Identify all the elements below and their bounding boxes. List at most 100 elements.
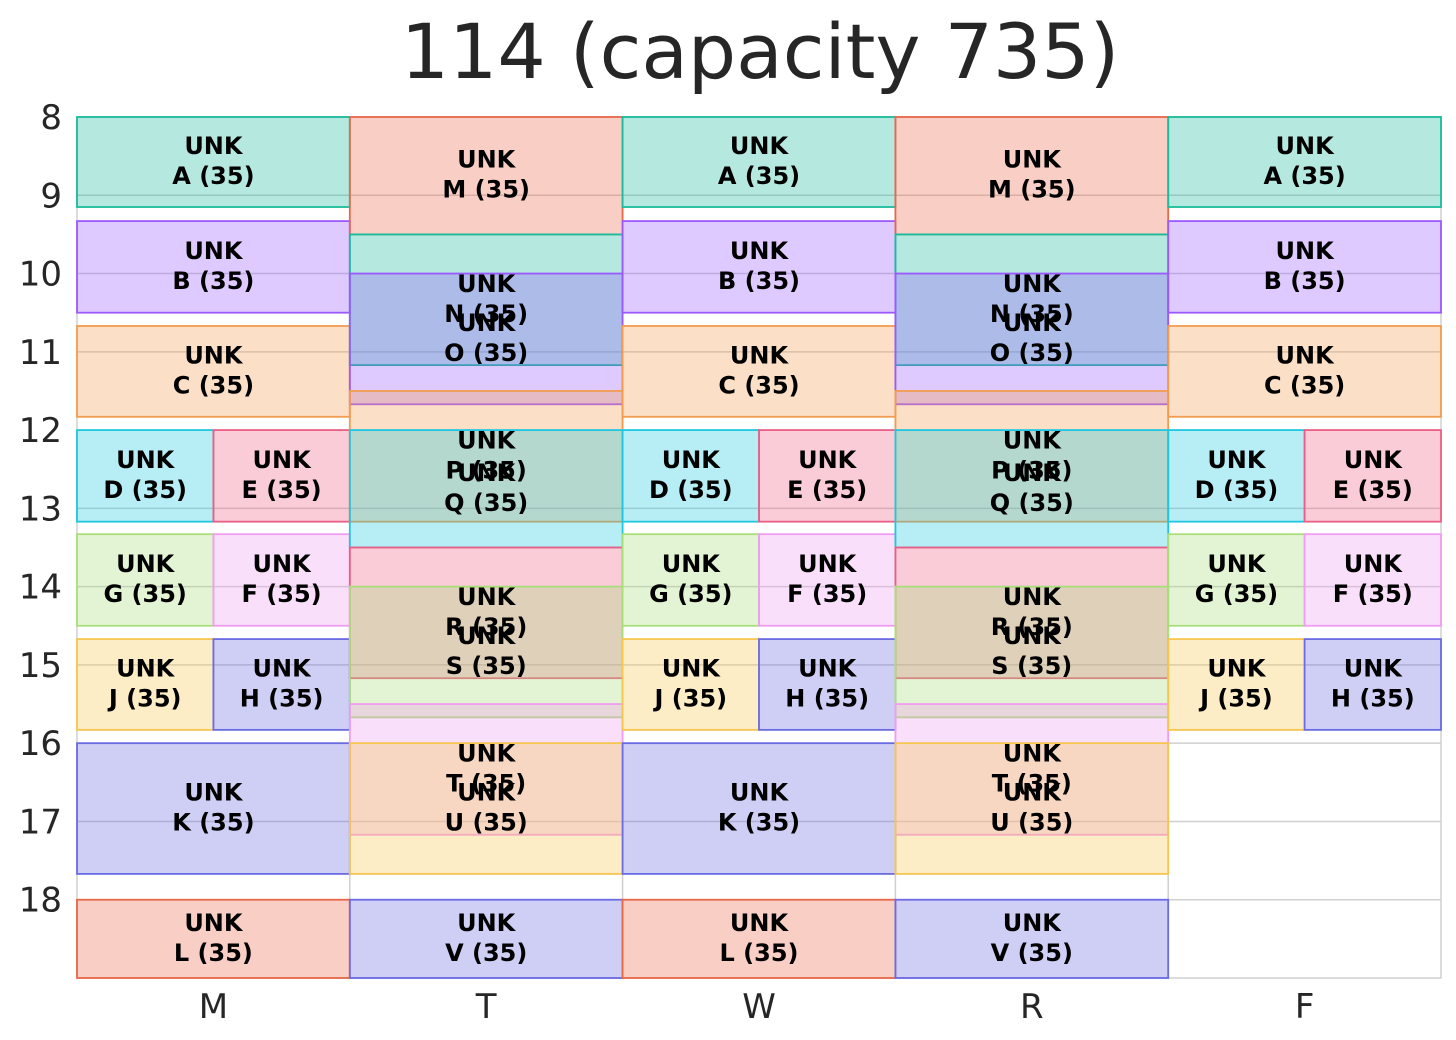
event-block: [1303, 533, 1442, 627]
event-label-line1: UNK: [730, 132, 790, 160]
event-label-line1: UNK: [1003, 739, 1063, 767]
event-label-line1: UNK: [1344, 654, 1404, 682]
event-label-line1: UNK: [798, 446, 858, 474]
event-label-line1: UNK: [730, 909, 790, 937]
event-block: [758, 429, 897, 523]
event-block: [1167, 533, 1306, 627]
event-label-line2: F (35): [787, 580, 867, 608]
event-label-line2: F (35): [242, 580, 322, 608]
y-tick-label: 18: [19, 881, 62, 921]
event-label-line1: UNK: [253, 550, 313, 578]
event-label-line2: L (35): [174, 939, 253, 967]
event-label-line2: C (35): [718, 371, 799, 399]
event-label-line1: UNK: [457, 622, 517, 650]
event-label-line1: UNK: [662, 446, 722, 474]
event-label-line1: UNK: [1003, 146, 1063, 174]
event-label-line1: UNK: [116, 446, 176, 474]
event-label-line2: O (35): [990, 339, 1074, 367]
event-label-line2: A (35): [172, 162, 254, 190]
event-block: [894, 742, 1170, 875]
event-label-line1: UNK: [730, 237, 790, 265]
event-label-line2: G (35): [1195, 580, 1278, 608]
event-block: [348, 390, 624, 523]
event-block: [348, 742, 624, 875]
event-label-line2: H (35): [785, 684, 869, 712]
y-tick-label: 16: [19, 724, 62, 764]
event-label-line2: G (35): [649, 580, 732, 608]
y-tick-label: 17: [19, 802, 62, 842]
event-label-line1: UNK: [1207, 654, 1267, 682]
event-label-line2: B (35): [1264, 267, 1346, 295]
event-label-line2: S (35): [446, 652, 527, 680]
event-block: [1167, 429, 1306, 523]
event-label-line1: UNK: [184, 779, 244, 807]
event-label-line2: E (35): [242, 476, 322, 504]
event-label-line1: UNK: [184, 237, 244, 265]
event-block: [348, 429, 624, 549]
event-label-line1: UNK: [1003, 909, 1063, 937]
event-label-line2: K (35): [718, 809, 800, 837]
y-tick-label: 15: [19, 646, 62, 686]
event-label-line1: UNK: [662, 550, 722, 578]
event-label-line1: UNK: [1003, 779, 1063, 807]
event-block: [348, 233, 624, 367]
event-label-line2: H (35): [1331, 684, 1415, 712]
event-label-line2: A (35): [1263, 162, 1345, 190]
event-label-line1: UNK: [798, 550, 858, 578]
event-label-line1: UNK: [1003, 270, 1063, 298]
event-label-line2: B (35): [172, 267, 254, 295]
event-layer: [76, 116, 1442, 979]
event-label-line2: J (35): [107, 684, 182, 712]
event-block: [76, 898, 351, 979]
day-tick-label: R: [1020, 987, 1044, 1027]
event-label-line1: UNK: [1003, 309, 1063, 337]
event-label-line1: UNK: [116, 654, 176, 682]
event-label-line1: UNK: [1003, 622, 1063, 650]
event-block: [348, 703, 624, 836]
day-tick-label: M: [199, 987, 228, 1027]
event-label-line2: G (35): [104, 580, 187, 608]
event-label-line2: Q (35): [990, 489, 1074, 517]
event-label-line2: U (35): [990, 809, 1073, 837]
event-label-line2: L (35): [720, 939, 799, 967]
event-label-line1: UNK: [457, 270, 517, 298]
event-label-line2: S (35): [991, 652, 1072, 680]
event-label-line2: J (35): [1198, 684, 1273, 712]
event-block: [758, 533, 897, 627]
event-label-line1: UNK: [730, 341, 790, 369]
event-block: [76, 220, 351, 314]
event-label-line2: V (35): [991, 939, 1073, 967]
event-label-line1: UNK: [1276, 237, 1336, 265]
event-block: [76, 638, 215, 731]
event-label-line1: UNK: [184, 909, 244, 937]
event-label-line1: UNK: [1276, 132, 1336, 160]
event-label-line2: T (35): [446, 769, 526, 797]
event-block: [76, 742, 351, 875]
event-label-line1: UNK: [184, 132, 244, 160]
event-label-line2: F (35): [1333, 580, 1413, 608]
event-label-line2: U (35): [445, 809, 528, 837]
event-block: [1167, 638, 1306, 731]
event-label-line2: C (35): [1264, 371, 1345, 399]
event-block: [1303, 638, 1442, 731]
event-label-line2: J (35): [652, 684, 727, 712]
day-tick-label: T: [475, 987, 497, 1027]
event-label-line2: M (35): [988, 176, 1076, 204]
event-label-line2: D (35): [103, 476, 187, 504]
event-block: [76, 429, 215, 523]
event-label-line1: UNK: [116, 550, 176, 578]
event-block: [621, 742, 897, 875]
event-label-line1: UNK: [1344, 550, 1404, 578]
event-label-line1: UNK: [457, 739, 517, 767]
event-block: [621, 898, 897, 979]
event-label-line1: UNK: [1003, 459, 1063, 487]
event-label-line2: N (35): [990, 300, 1074, 328]
event-label-line1: UNK: [662, 654, 722, 682]
event-block: [348, 546, 624, 680]
event-label-line2: V (35): [445, 939, 527, 967]
event-label-line2: R (35): [445, 613, 527, 641]
event-block: [1167, 116, 1442, 208]
event-label-line1: UNK: [457, 583, 517, 611]
